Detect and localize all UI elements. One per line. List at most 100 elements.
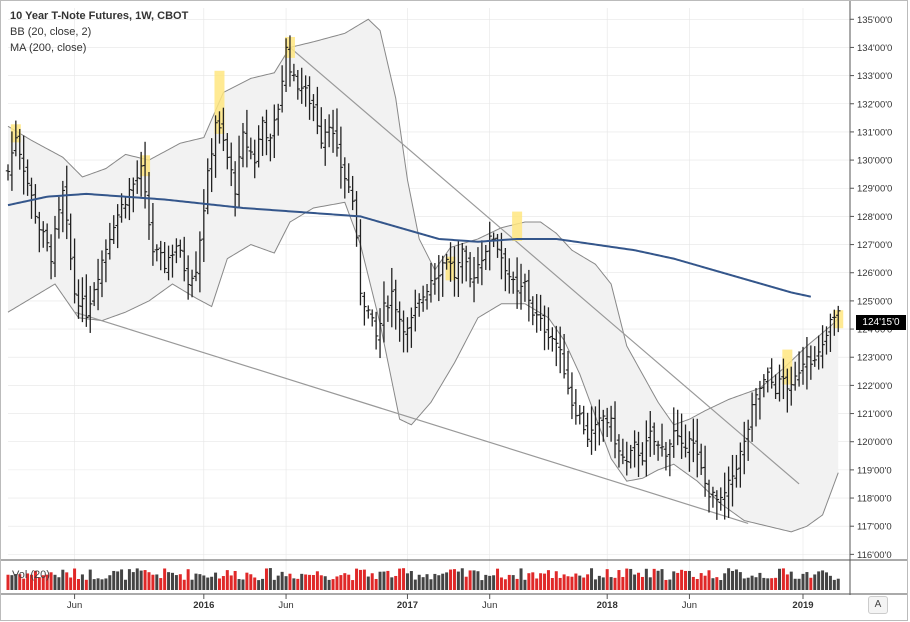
volume-bar [6, 574, 10, 590]
volume-bar [613, 577, 617, 590]
volume-bar [539, 573, 543, 590]
volume-bar [723, 573, 727, 590]
volume-bar [378, 571, 382, 590]
x-tick-label: 2018 [597, 600, 618, 611]
volume-bar [578, 575, 582, 590]
volume-bar [687, 570, 691, 590]
volume-bar [441, 573, 445, 590]
volume-bar [131, 572, 135, 590]
volume-bar [343, 573, 347, 590]
y-tick-label: 132'00'0 [857, 99, 892, 110]
volume-bar [496, 568, 500, 590]
volume-bar [832, 579, 836, 590]
volume-bar [535, 578, 539, 590]
volume-bar [304, 574, 308, 590]
volume-bar [217, 578, 221, 590]
price-axis[interactable]: 116'00'0 117'00'0 118'00'0 119'00'0 120'00'0… [850, 15, 892, 561]
volume-bar [104, 578, 108, 590]
volume-bar [766, 578, 770, 590]
volume-bar [335, 576, 339, 590]
volume-bar [774, 577, 778, 590]
volume-bar [237, 579, 241, 590]
volume-bar [405, 573, 409, 590]
volume-bar [143, 570, 147, 590]
volume-bar [586, 574, 590, 590]
volume-bar [711, 578, 715, 590]
volume-bar [190, 579, 194, 590]
volume-bar [464, 576, 468, 590]
volume-bar [468, 570, 472, 590]
legend-title: 10 Year T-Note Futures, 1W, CBOT [10, 10, 189, 22]
volume-bar [562, 574, 566, 590]
volume-bar [151, 574, 155, 590]
y-tick-label: 135'00'0 [857, 15, 892, 26]
volume-bar [460, 568, 464, 590]
volume-bar [233, 570, 237, 590]
volume-bar [100, 579, 104, 590]
volume-bar [433, 573, 437, 590]
volume-bar [339, 575, 343, 590]
volume-bar [92, 579, 96, 590]
volume-bar [331, 579, 335, 590]
highlight-box [512, 211, 523, 241]
volume-bar [210, 576, 214, 590]
volume-bar [476, 571, 480, 590]
bb-lower [7, 201, 839, 533]
time-axis[interactable]: Jun 2016 Jun 2017 Jun 2018 Jun 2019 [67, 594, 814, 611]
volume-bar [456, 571, 460, 590]
volume-bar [116, 571, 120, 590]
volume-bar [727, 568, 731, 590]
volume-bar [241, 579, 245, 590]
volume-bar [159, 578, 163, 590]
trendline [74, 311, 749, 524]
volume-bar [147, 572, 151, 590]
volume-bar [108, 575, 112, 590]
volume-bar [817, 571, 821, 590]
auto-scale-button[interactable]: A [868, 596, 888, 614]
volume-bar [96, 578, 100, 590]
volume-bar [280, 571, 284, 590]
volume-bar [319, 575, 323, 590]
volume-bar [821, 570, 825, 590]
volume-bar [746, 577, 750, 590]
volume-bar [828, 575, 832, 590]
y-tick-label: 123'00'0 [857, 353, 892, 364]
volume-bar [781, 568, 785, 590]
volume-bar [813, 574, 817, 590]
volume-bar [69, 577, 73, 590]
volume-bar [170, 572, 174, 590]
volume-bar [825, 572, 829, 590]
volume-bar [480, 580, 484, 590]
volume-bar [445, 572, 449, 590]
volume-bar [73, 568, 77, 590]
volume-bar [699, 573, 703, 590]
volume-bar [284, 576, 288, 590]
volume-bar [257, 580, 261, 590]
volume-bar [644, 568, 648, 590]
bb-fill [8, 19, 839, 532]
y-tick-label: 130'00'0 [857, 156, 892, 167]
volume-bar [762, 577, 766, 590]
volume-bar [26, 573, 30, 590]
volume-label: Vol (20) [12, 569, 50, 581]
volume-bar [770, 578, 774, 590]
volume-bar [421, 577, 425, 590]
y-tick-label: 134'00'0 [857, 43, 892, 54]
volume-bar [648, 577, 652, 590]
volume-bar [719, 580, 723, 590]
last-price-tag: 124'15'0 [856, 315, 906, 330]
volume-bar [127, 569, 131, 590]
highlight-box [782, 349, 793, 385]
volume-bar [590, 568, 594, 590]
volume-bar [519, 568, 523, 590]
volume-bar [546, 570, 550, 590]
volume-bar [249, 574, 253, 590]
volume-bar [472, 570, 476, 590]
volume-bar [597, 575, 601, 590]
volume-bar [10, 575, 14, 590]
volume-bar [186, 569, 190, 590]
x-tick-label: 2017 [397, 600, 418, 611]
volume-bar [668, 579, 672, 590]
